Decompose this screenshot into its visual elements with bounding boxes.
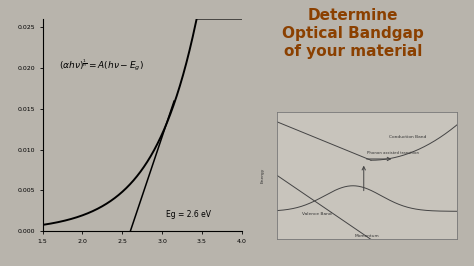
Text: Phonon assisted transition: Phonon assisted transition [367, 151, 419, 155]
Text: $(\alpha h\nu)^{\frac{1}{n}} = A(h\nu - E_g)$: $(\alpha h\nu)^{\frac{1}{n}} = A(h\nu - … [59, 58, 143, 73]
Text: Energy: Energy [261, 168, 265, 183]
Text: Conduction Band: Conduction Band [389, 135, 426, 139]
Text: Valence Band: Valence Band [302, 212, 332, 216]
Text: Eg = 2.6 eV: Eg = 2.6 eV [166, 210, 211, 219]
Text: Momentum: Momentum [355, 234, 380, 238]
Text: Determine
Optical Bandgap
of your material: Determine Optical Bandgap of your materi… [282, 8, 424, 59]
